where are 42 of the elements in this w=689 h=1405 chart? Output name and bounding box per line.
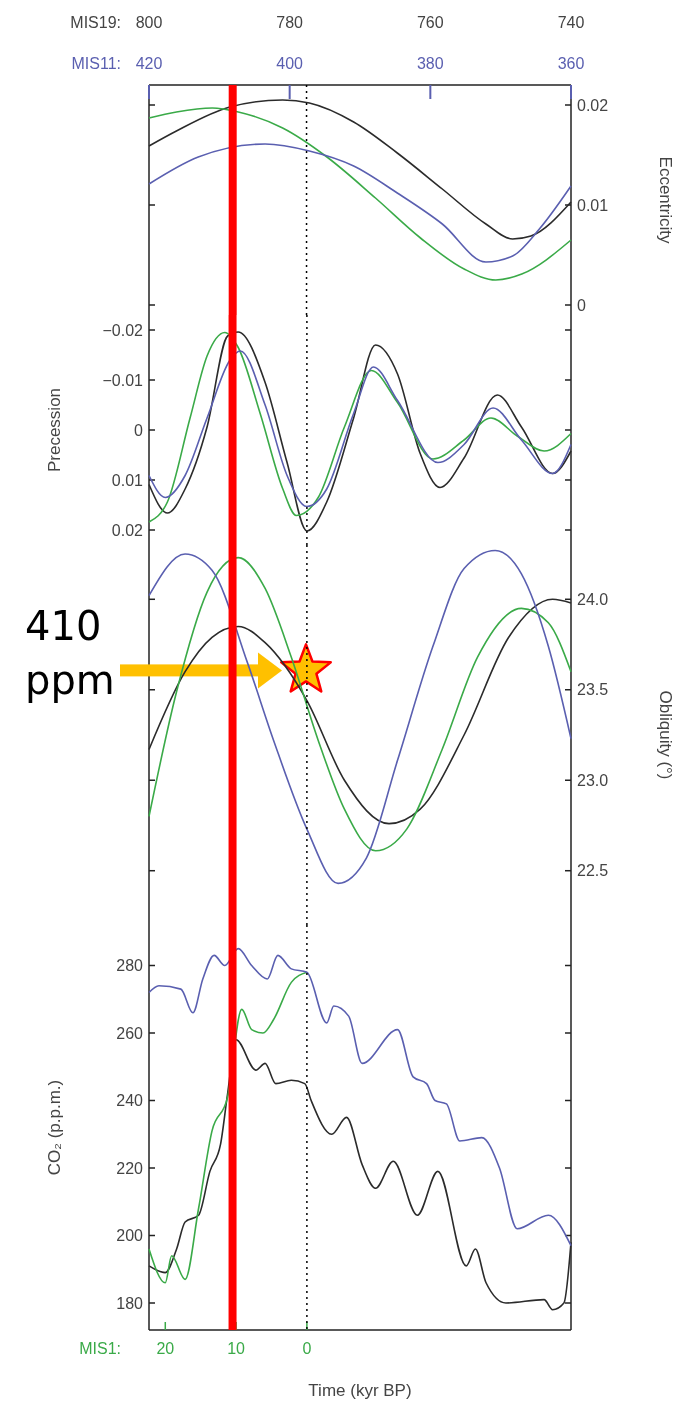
x-tick-label: 20 — [156, 1340, 175, 1357]
y2-tick-label: 23.5 — [577, 681, 609, 699]
x-axis-title: Time (kyr BP) — [308, 1381, 412, 1400]
x2-tick-label: 400 — [276, 55, 304, 72]
x2-tick-label: 380 — [416, 55, 444, 72]
y2-axis-title: Eccentricity — [656, 156, 676, 244]
line-series — [148, 947, 572, 1247]
y2-tick-label: 0.02 — [577, 96, 609, 114]
y2-tick-label: 0 — [577, 296, 586, 314]
y-tick-label: 0.02 — [111, 521, 144, 539]
y-tick-label: 200 — [116, 1227, 144, 1245]
y-tick-label: 0.01 — [111, 471, 144, 489]
x-tick-label: 0 — [302, 1340, 312, 1357]
y-tick-label: 180 — [116, 1294, 144, 1312]
text: 410 ppm — [25, 603, 115, 704]
x-tick-label: 780 — [276, 14, 304, 31]
line-series — [148, 350, 572, 508]
x-tick-label: 760 — [416, 14, 444, 31]
y-tick-label: 260 — [116, 1024, 144, 1042]
x-tick-label: 800 — [135, 14, 163, 31]
y2-tick-label: 24.0 — [577, 590, 609, 608]
y2-axis-title: Obliquity (°) — [656, 690, 676, 780]
x-axis-title: MIS19: — [70, 14, 121, 31]
x-tick-label: 10 — [227, 1340, 246, 1357]
line-series — [148, 143, 572, 263]
y-axis-title: CO₂ (p.p.m.) — [44, 1079, 64, 1176]
y-axis-title: Precession — [44, 387, 64, 473]
y-tick-label: 240 — [116, 1092, 144, 1110]
y-tick-label: −0.02 — [102, 321, 144, 339]
y-tick-label: 280 — [116, 957, 144, 975]
y2-tick-label: 22.5 — [577, 862, 609, 880]
x2-axis-title: MIS11: — [71, 55, 121, 72]
y-tick-label: 0 — [134, 421, 144, 439]
y-tick-label: −0.01 — [102, 371, 144, 389]
x2-tick-label: 420 — [135, 55, 163, 72]
line-series — [148, 107, 572, 281]
x-tick-label: 740 — [557, 14, 585, 31]
y-tick-label: 220 — [116, 1159, 144, 1177]
y2-tick-label: 23.0 — [577, 771, 609, 789]
y2-tick-label: 0.01 — [577, 196, 609, 214]
x2-tick-label: 360 — [557, 55, 585, 72]
text: MIS1: — [79, 1340, 121, 1357]
